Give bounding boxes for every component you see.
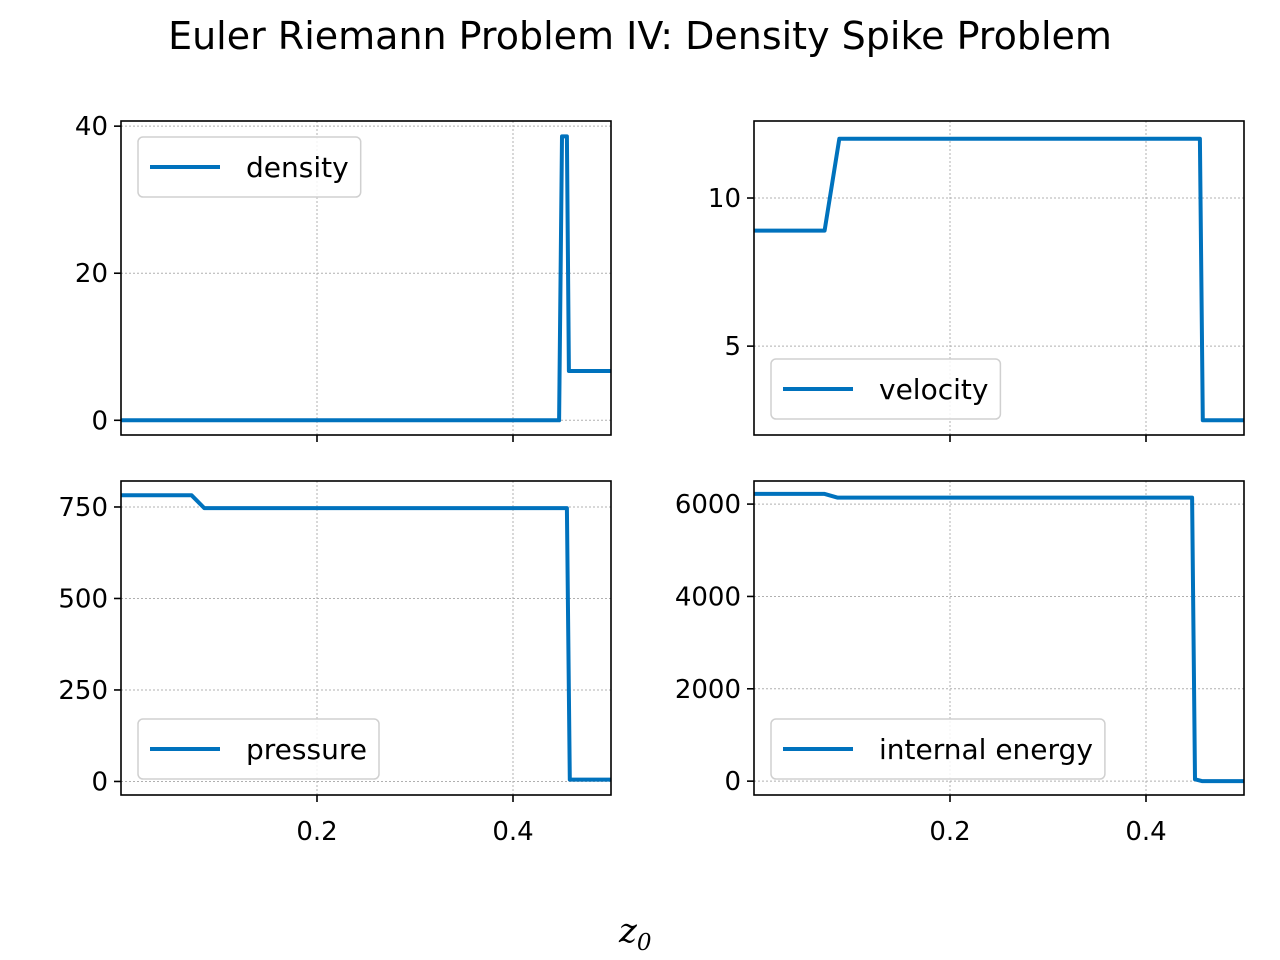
y-tick-label: 0: [91, 767, 108, 797]
legend: velocity: [770, 358, 1002, 420]
y-tick-label: 500: [58, 584, 108, 614]
legend-box: [770, 358, 1002, 420]
subplot-1: 0 20 40 density: [75, 112, 612, 442]
y-tick-label: 750: [58, 493, 108, 523]
legend-label: density: [246, 151, 349, 184]
axes-frame: [120, 480, 612, 796]
legend-box: [770, 718, 1106, 780]
legend-box: [137, 718, 380, 780]
legend-label: pressure: [246, 733, 367, 766]
y-tick-label: 10: [708, 184, 741, 214]
series-line-density: [121, 134, 611, 423]
legend: pressure: [137, 718, 380, 780]
x-axis-label-subscript: 0: [637, 930, 652, 956]
y-tick-label: 250: [58, 676, 108, 706]
series-line-velocity: [754, 136, 1244, 423]
y-tick-label: 40: [75, 112, 108, 142]
x-axis-label-main: z: [618, 911, 638, 951]
axes-frame: [120, 120, 612, 436]
y-tick-label: 20: [75, 259, 108, 289]
x-tick-label: 0.2: [929, 817, 970, 847]
y-tick-label: 5: [724, 332, 741, 362]
x-tick-label: 0.2: [296, 817, 337, 847]
x-tick-label: 0.4: [492, 817, 533, 847]
subplot-3: 0 250 500 750 0.2 0.4 pressure: [58, 480, 612, 847]
legend: density: [137, 136, 362, 198]
subplot-grid: 0 20 40 density 5 10 velocity 0 250 500 750 0.2 0.4 p…: [58, 112, 1245, 847]
legend-box: [137, 136, 362, 198]
x-axis-label: z0: [618, 911, 652, 956]
legend-label: internal energy: [879, 733, 1093, 766]
y-tick-label: 6000: [675, 490, 741, 520]
x-tick-label: 0.4: [1125, 817, 1166, 847]
y-tick-label: 4000: [675, 582, 741, 612]
y-tick-label: 0: [724, 767, 741, 797]
legend-label: velocity: [879, 373, 988, 406]
subplot-2: 5 10 velocity: [708, 120, 1245, 442]
y-tick-label: 0: [91, 406, 108, 436]
series-line-pressure: [121, 493, 611, 782]
axes-frame: [753, 480, 1245, 796]
legend: internal energy: [770, 718, 1106, 780]
axes-frame: [753, 120, 1245, 436]
series-line-internal-energy: [754, 491, 1244, 784]
subplot-4: 0 2000 4000 6000 0.2 0.4 internal energy: [675, 480, 1245, 847]
figure-title: Euler Riemann Problem IV: Density Spike …: [168, 14, 1112, 58]
y-tick-label: 2000: [675, 675, 741, 705]
